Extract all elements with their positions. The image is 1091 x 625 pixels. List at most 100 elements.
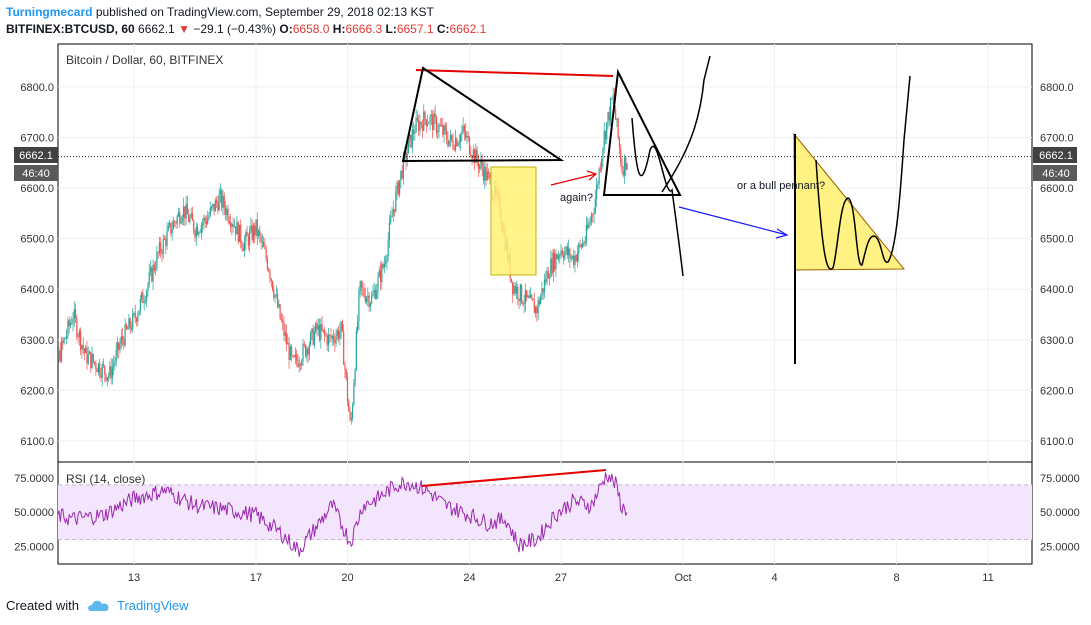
candle-body — [60, 340, 63, 361]
candle-body — [325, 334, 327, 336]
y-tick-label: 6800.0 — [20, 82, 54, 94]
candle-body — [555, 254, 557, 270]
candlestick-series — [53, 87, 628, 425]
candle-body — [571, 255, 574, 258]
x-axis: 13 17 20 24 27 Oct 4 8 11 — [128, 572, 994, 584]
candle-body — [210, 206, 213, 208]
candle-body — [74, 309, 77, 318]
y-axis-right: 6800.0 6700.0 6600.0 6500.0 6400.0 6300.0 6200… — [1040, 82, 1080, 553]
author-name[interactable]: Turningmecard — [6, 5, 93, 19]
candle-body — [346, 377, 349, 402]
candle-body — [205, 220, 208, 225]
candle-body — [255, 219, 257, 236]
candle-body — [301, 361, 303, 366]
descending-triangle-left — [401, 66, 565, 163]
candle-body — [540, 296, 542, 305]
candle-body — [265, 248, 267, 259]
candle-body — [517, 286, 519, 299]
candle-body — [101, 364, 103, 378]
candle-body — [194, 231, 196, 238]
rsi-band-lines — [58, 484, 1032, 541]
tradingview-link[interactable]: TradingView — [116, 598, 189, 613]
candle-body — [454, 138, 457, 150]
candle-body — [430, 114, 432, 117]
candle-body — [193, 220, 195, 232]
x-tick-label: 24 — [463, 572, 475, 584]
x-tick-label: 4 — [771, 572, 777, 584]
candle-body — [129, 318, 131, 329]
candle-body — [442, 125, 444, 135]
candle-body — [462, 126, 464, 132]
candle-body — [77, 336, 79, 338]
candle-body — [396, 182, 398, 192]
candle-body — [480, 161, 482, 165]
candle-body — [451, 135, 453, 141]
candle-body — [341, 321, 344, 332]
candle-body — [189, 217, 191, 222]
candle-body — [486, 171, 488, 181]
candle-body — [138, 310, 140, 316]
candle-body — [379, 270, 382, 283]
svg-text:6662.1: 6662.1 — [19, 150, 53, 162]
candle-body — [393, 209, 396, 212]
candle-body — [599, 168, 601, 170]
candle-body — [401, 170, 403, 179]
candle-body — [345, 369, 347, 378]
projection-curve-down — [631, 117, 684, 277]
candle-body — [184, 206, 186, 219]
candle-body — [135, 318, 138, 322]
candle-body — [237, 222, 239, 242]
candle-body — [256, 219, 258, 236]
candle-body — [432, 114, 434, 131]
candle-body — [226, 208, 228, 215]
y-tick-label: 6700.0 — [1040, 133, 1074, 145]
candle-body — [185, 203, 187, 219]
candle-body — [358, 291, 360, 322]
candle-body — [94, 361, 96, 363]
candle-body — [622, 171, 624, 176]
candle-body — [168, 222, 171, 226]
candle-body — [273, 290, 275, 298]
candle-body — [344, 364, 346, 370]
candle-body — [97, 363, 100, 373]
candle-body — [170, 222, 172, 234]
candle-body — [453, 147, 455, 150]
y-tick-label: 6400.0 — [1040, 284, 1074, 296]
candle-body — [564, 251, 566, 259]
candle-body — [264, 246, 266, 249]
candle-body — [512, 281, 514, 295]
y-tick-label: 6200.0 — [1040, 385, 1074, 397]
candle-body — [410, 134, 412, 148]
candle-body — [318, 325, 321, 340]
candle-body — [524, 290, 527, 304]
candle-body — [374, 290, 377, 299]
candle-body — [62, 340, 64, 343]
candle-body — [214, 200, 216, 212]
candle-body — [484, 166, 486, 181]
projection-curve-up — [661, 55, 711, 193]
candle-body — [223, 195, 225, 208]
candle-body — [601, 159, 603, 170]
svg-text:6662.1: 6662.1 — [1039, 150, 1073, 162]
candle-body — [133, 312, 135, 314]
candle-body — [249, 231, 251, 246]
candle-body — [298, 364, 300, 367]
candle-body — [385, 261, 387, 264]
candle-body — [321, 324, 323, 331]
candle-body — [425, 119, 427, 126]
candle-body — [324, 329, 326, 335]
candle-body — [243, 241, 246, 251]
candle-body — [433, 113, 435, 131]
candle-body — [152, 264, 154, 282]
candle-body — [523, 303, 525, 305]
candle-body — [365, 297, 368, 302]
candle-body — [297, 360, 299, 367]
candle-body — [277, 294, 279, 307]
candle-body — [463, 126, 466, 132]
y-tick-label: 6800.0 — [1040, 82, 1074, 94]
candle-body — [53, 361, 54, 362]
candle-body — [582, 242, 584, 248]
candle-body — [580, 244, 582, 248]
candle-body — [285, 332, 288, 345]
